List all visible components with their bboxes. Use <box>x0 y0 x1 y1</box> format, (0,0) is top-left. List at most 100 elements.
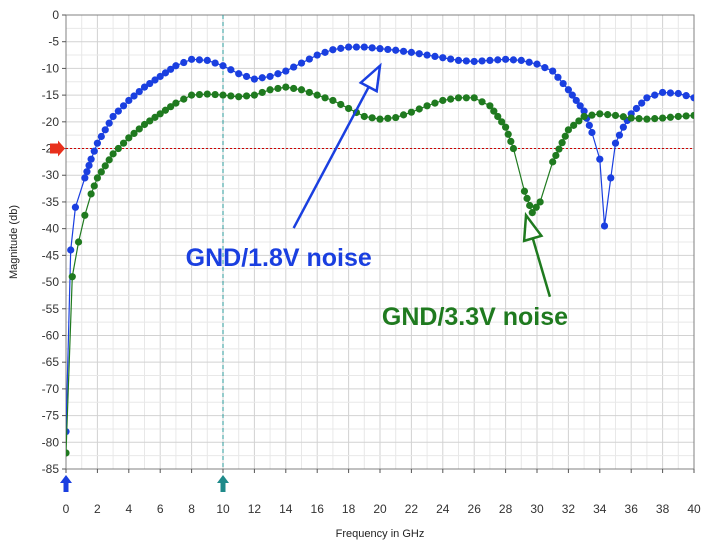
data-point <box>533 60 541 68</box>
data-point <box>627 114 635 122</box>
data-point <box>690 94 694 102</box>
data-point <box>66 428 70 436</box>
data-point <box>321 94 329 102</box>
data-point <box>67 246 75 254</box>
series-gnd-1v8 <box>66 43 694 436</box>
data-point <box>156 110 164 118</box>
data-point <box>242 92 251 100</box>
data-point <box>85 161 93 170</box>
data-point <box>604 111 612 119</box>
x-tick-label: 36 <box>625 502 639 516</box>
y-tick-label: -50 <box>42 275 60 289</box>
data-point <box>146 117 154 125</box>
axis-markers <box>50 140 229 492</box>
data-point <box>523 194 531 202</box>
y-tick-label: -65 <box>42 355 60 369</box>
data-point <box>423 51 431 59</box>
data-point <box>83 168 91 176</box>
data-point <box>407 48 415 56</box>
x-tick-label: 16 <box>311 502 325 516</box>
data-point <box>439 54 447 62</box>
x-tick-label: 12 <box>248 502 262 516</box>
data-point <box>219 91 227 99</box>
data-point <box>337 44 345 52</box>
data-point <box>172 62 180 70</box>
x-marker-teal-stem[interactable] <box>220 483 226 492</box>
data-point <box>580 107 588 115</box>
data-point <box>337 100 345 109</box>
data-point <box>101 126 109 134</box>
data-point <box>541 64 549 72</box>
y-tick-label: -45 <box>42 248 60 262</box>
data-point <box>167 103 175 111</box>
data-point <box>203 90 211 98</box>
data-point <box>454 56 463 64</box>
data-point <box>526 201 534 210</box>
x-marker-blue[interactable] <box>60 475 72 483</box>
data-point <box>549 67 557 75</box>
data-point <box>195 90 204 99</box>
y-tick-label: -10 <box>42 61 60 75</box>
data-point <box>105 119 113 127</box>
series-layer <box>66 43 694 457</box>
data-point <box>352 43 361 51</box>
data-point <box>399 47 408 55</box>
y-tick-label: -85 <box>42 462 60 476</box>
data-point <box>564 126 573 134</box>
data-point <box>305 55 313 63</box>
data-point <box>502 55 510 63</box>
x-marker-blue-stem[interactable] <box>63 483 69 492</box>
data-point <box>504 130 512 138</box>
y-marker-red[interactable] <box>50 140 65 157</box>
data-point <box>528 209 536 217</box>
y-tick-label: -20 <box>42 115 60 129</box>
data-point <box>415 105 423 113</box>
data-point <box>384 114 392 122</box>
data-point <box>258 88 266 97</box>
data-point <box>607 174 615 182</box>
data-point <box>549 158 557 166</box>
data-point <box>554 73 562 81</box>
y-tick-label: 0 <box>52 8 59 22</box>
data-point <box>172 99 180 107</box>
data-point <box>258 74 266 82</box>
data-point <box>140 120 149 129</box>
data-point <box>135 125 143 133</box>
data-point <box>490 107 498 115</box>
data-point <box>130 129 138 137</box>
data-point <box>97 132 105 141</box>
data-point <box>305 88 313 97</box>
y-tick-label: -15 <box>42 88 60 102</box>
data-point <box>188 55 196 63</box>
data-point <box>674 112 682 121</box>
reference-lines <box>66 15 694 469</box>
data-point <box>282 67 290 75</box>
y-axis-title: Magnitude (db) <box>8 205 20 279</box>
data-point <box>643 115 651 123</box>
x-tick-label: 30 <box>530 502 544 516</box>
annotation-arrow-head <box>358 62 382 94</box>
x-tick-label: 6 <box>157 502 164 516</box>
data-point <box>559 79 567 88</box>
data-point <box>558 139 566 147</box>
x-tick-label: 0 <box>63 502 70 516</box>
grid <box>65 14 695 470</box>
data-point <box>666 113 675 121</box>
data-point <box>638 99 646 107</box>
data-point <box>588 111 596 119</box>
data-point <box>525 58 533 66</box>
data-point <box>109 150 117 158</box>
data-point <box>674 89 682 98</box>
data-point <box>462 57 470 65</box>
data-point <box>227 66 235 74</box>
x-marker-teal[interactable] <box>217 475 229 483</box>
data-point <box>161 106 170 114</box>
data-point <box>114 107 122 115</box>
data-point <box>250 91 258 99</box>
data-point <box>507 137 515 146</box>
annotation-arrow-head <box>522 211 544 243</box>
data-point <box>643 94 651 102</box>
data-point <box>596 155 604 163</box>
